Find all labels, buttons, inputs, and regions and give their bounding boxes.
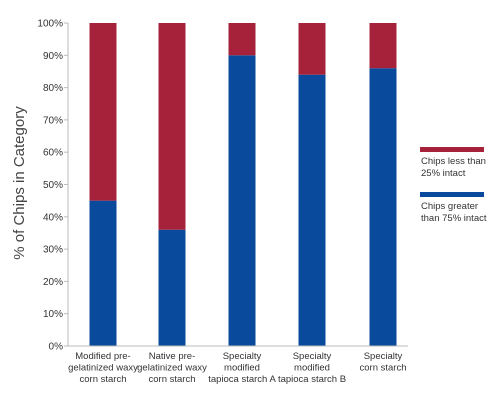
y-axis: 0% 10% 20% 30% 40% 50% 60% 70% 80% 90% 100%	[37, 19, 69, 353]
y-tick-label: 80%	[43, 83, 63, 94]
bar-segment-less-than-25	[298, 23, 326, 75]
plot-area	[89, 23, 397, 347]
legend-swatch	[420, 147, 484, 152]
y-tick-label: 60%	[43, 148, 63, 159]
bar-segment-less-than-25	[228, 23, 256, 56]
y-tick-label: 30%	[43, 245, 63, 256]
y-tick-label: 90%	[43, 51, 63, 62]
bar-segment-less-than-25	[369, 23, 397, 69]
bar-segment-greater-than-75	[369, 68, 397, 346]
y-tick-label: 70%	[43, 115, 63, 126]
y-tick-label: 40%	[43, 212, 63, 223]
bar-segment-less-than-25	[89, 23, 117, 201]
x-tick-label: Native pre-gelatinized waxy corn starch	[137, 351, 207, 385]
x-tick-label: Specialty modified tapioca starch A	[208, 351, 276, 385]
x-axis: Modified pre-gelatinized waxy corn starch…	[68, 345, 408, 385]
bar-segment-less-than-25	[158, 23, 186, 230]
bar-segment-greater-than-75	[228, 55, 256, 347]
x-tick-label: Specialty modified tapioca starch B	[278, 351, 346, 385]
y-tick-label: 0%	[49, 342, 64, 353]
y-tick-label: 100%	[37, 19, 63, 30]
legend-label: Chips less than 25% intact	[421, 156, 486, 179]
bar-segment-greater-than-75	[158, 229, 186, 346]
y-tick-label: 20%	[43, 277, 63, 288]
bar-segment-greater-than-75	[89, 200, 117, 346]
bar-segment-greater-than-75	[298, 74, 326, 347]
legend: Chips less than 25% intact Chips greater th…	[420, 147, 487, 224]
legend-item: Chips less than 25% intact	[420, 147, 486, 179]
legend-item: Chips greater than 75% intact	[420, 192, 487, 224]
legend-label: Chips greater than 75% intact	[421, 201, 487, 224]
x-tick-label: Modified pre-gelatinized waxy corn starch	[68, 351, 138, 385]
legend-swatch	[420, 192, 484, 197]
y-axis-label: % of Chips in Category	[11, 106, 28, 260]
y-tick-label: 10%	[43, 309, 63, 320]
y-tick-label: 50%	[43, 180, 63, 191]
x-tick-label: Specialty corn starch	[360, 351, 407, 374]
